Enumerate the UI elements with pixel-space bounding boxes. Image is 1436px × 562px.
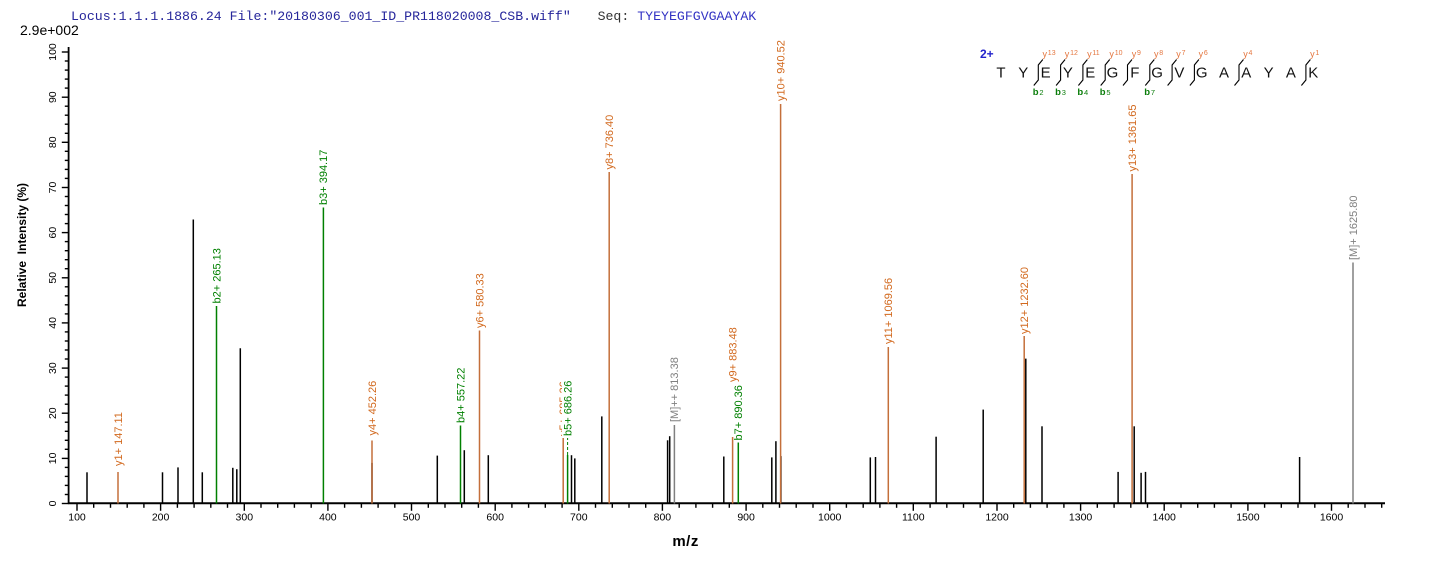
svg-text:2+: 2+	[980, 47, 994, 61]
svg-text:K: K	[1308, 65, 1318, 82]
svg-text:G: G	[1107, 65, 1119, 82]
svg-text:y4+ 452.26: y4+ 452.26	[367, 381, 379, 436]
svg-text:y10+ 940.52: y10+ 940.52	[775, 40, 787, 101]
svg-text:20: 20	[47, 407, 59, 419]
svg-text:y9+ 883.48: y9+ 883.48	[727, 327, 739, 382]
svg-text:y11+ 1069.56: y11+ 1069.56	[883, 278, 895, 344]
svg-text:y12+ 1232.60: y12+ 1232.60	[1019, 267, 1031, 334]
svg-text:E: E	[1085, 65, 1095, 82]
svg-text:40: 40	[47, 317, 59, 329]
svg-text:[M]+ 1625.80: [M]+ 1625.80	[1348, 195, 1360, 260]
svg-text:y1: y1	[1310, 49, 1319, 59]
svg-text:y13: y13	[1043, 49, 1056, 59]
svg-text:b3+ 394.17: b3+ 394.17	[318, 150, 330, 205]
svg-text:1100: 1100	[902, 512, 925, 524]
svg-text:200: 200	[152, 512, 170, 524]
svg-text:1300: 1300	[1069, 512, 1093, 524]
svg-text:b2+ 265.13: b2+ 265.13	[211, 248, 223, 303]
svg-text:60: 60	[47, 227, 59, 239]
svg-text:y1+ 147.11: y1+ 147.11	[113, 412, 125, 466]
svg-text:G: G	[1196, 65, 1208, 82]
svg-text:1000: 1000	[818, 512, 842, 524]
svg-text:A: A	[1286, 65, 1296, 82]
svg-text:y13+ 1361.65: y13+ 1361.65	[1127, 105, 1139, 172]
svg-text:900: 900	[737, 512, 755, 524]
svg-text:y11: y11	[1087, 49, 1100, 59]
svg-text:y12: y12	[1065, 49, 1078, 59]
svg-text:100: 100	[47, 43, 59, 61]
svg-text:Y: Y	[1018, 65, 1028, 82]
svg-text:m/z: m/z	[672, 533, 699, 550]
svg-text:b7+ 890.36: b7+ 890.36	[733, 385, 745, 440]
svg-text:1200: 1200	[985, 512, 1009, 524]
svg-text:y8: y8	[1154, 49, 1163, 59]
svg-text:80: 80	[47, 136, 59, 148]
svg-text:b2: b2	[1033, 87, 1044, 98]
svg-text:30: 30	[47, 362, 59, 374]
svg-text:Y: Y	[1063, 65, 1073, 82]
svg-text:Y: Y	[1264, 65, 1274, 82]
svg-text:y10: y10	[1109, 49, 1122, 59]
svg-text:500: 500	[403, 512, 421, 524]
svg-text:10: 10	[47, 452, 59, 464]
svg-text:0: 0	[47, 500, 59, 506]
svg-text:1400: 1400	[1153, 512, 1177, 524]
svg-text:y7: y7	[1176, 49, 1185, 59]
svg-text:y4: y4	[1243, 49, 1252, 59]
svg-text:A: A	[1219, 65, 1229, 82]
svg-text:50: 50	[47, 272, 59, 284]
svg-text:400: 400	[319, 512, 337, 524]
svg-text:b4: b4	[1077, 87, 1088, 98]
svg-text:E: E	[1041, 65, 1051, 82]
svg-text:b4+ 557.22: b4+ 557.22	[455, 368, 467, 423]
svg-text:y8+ 736.40: y8+ 736.40	[604, 115, 616, 170]
svg-text:b5: b5	[1100, 87, 1111, 98]
svg-text:100: 100	[68, 512, 86, 524]
svg-text:1600: 1600	[1320, 512, 1344, 524]
svg-text:300: 300	[236, 512, 254, 524]
svg-text:70: 70	[47, 182, 59, 194]
svg-text:y6: y6	[1199, 49, 1208, 59]
svg-text:V: V	[1174, 65, 1184, 82]
svg-text:90: 90	[47, 91, 59, 103]
svg-text:F: F	[1130, 65, 1139, 82]
svg-text:[M]++ 813.38: [M]++ 813.38	[669, 357, 681, 422]
svg-text:700: 700	[570, 512, 588, 524]
svg-text:2.9e+002: 2.9e+002	[20, 22, 79, 38]
svg-text:y9: y9	[1132, 49, 1141, 59]
svg-text:b5+ 686.26: b5+ 686.26	[562, 381, 574, 436]
svg-text:b7: b7	[1144, 87, 1155, 98]
svg-text:A: A	[1241, 65, 1251, 82]
svg-text:G: G	[1151, 65, 1163, 82]
svg-text:T: T	[996, 65, 1005, 82]
svg-text:600: 600	[486, 512, 504, 524]
svg-text:800: 800	[654, 512, 672, 524]
svg-text:Relative Intensity (%): Relative Intensity (%)	[15, 183, 29, 307]
svg-text:y6+ 580.33: y6+ 580.33	[474, 273, 486, 328]
svg-text:b3: b3	[1055, 87, 1066, 98]
svg-text:1500: 1500	[1236, 512, 1260, 524]
